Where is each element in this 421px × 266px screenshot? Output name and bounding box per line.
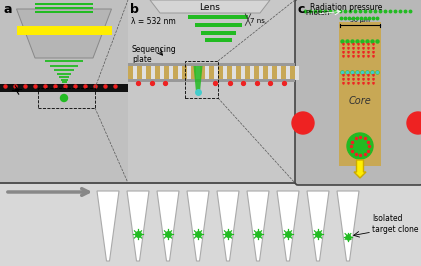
Text: 30 μm: 30 μm	[350, 18, 370, 23]
Text: Photon: Photon	[305, 10, 329, 16]
Text: a: a	[4, 3, 13, 16]
Bar	[209, 66, 214, 80]
Bar	[35, 2, 93, 5]
Text: Core: Core	[349, 96, 371, 106]
Bar	[35, 6, 93, 9]
Bar	[59, 76, 69, 78]
Bar	[205, 66, 209, 80]
Polygon shape	[277, 191, 299, 261]
Bar	[259, 66, 263, 80]
Bar	[187, 66, 191, 80]
Bar	[195, 23, 242, 27]
Bar	[241, 66, 245, 80]
Bar	[200, 66, 205, 80]
Polygon shape	[217, 191, 239, 261]
Bar	[254, 66, 259, 80]
Polygon shape	[194, 66, 203, 92]
Text: Sequencing
plate: Sequencing plate	[132, 45, 177, 64]
Bar	[164, 66, 169, 80]
Bar	[38, 88, 95, 108]
Bar	[61, 81, 67, 83]
Bar	[155, 66, 160, 80]
Bar	[178, 66, 182, 80]
Bar	[160, 66, 164, 80]
Bar	[151, 66, 155, 80]
Text: c: c	[297, 3, 304, 16]
Bar	[128, 63, 295, 66]
Bar	[182, 66, 187, 80]
Polygon shape	[337, 191, 359, 261]
FancyArrow shape	[354, 160, 366, 178]
Text: 7 ns,: 7 ns,	[250, 18, 267, 24]
Circle shape	[61, 94, 67, 102]
Polygon shape	[97, 191, 119, 261]
Polygon shape	[187, 191, 209, 261]
Bar	[245, 66, 250, 80]
Bar	[128, 79, 295, 82]
Bar	[173, 66, 178, 80]
Bar	[214, 66, 218, 80]
Polygon shape	[157, 191, 179, 261]
Bar	[236, 66, 241, 80]
Bar	[281, 66, 286, 80]
Bar	[339, 22, 381, 166]
Bar	[196, 66, 200, 80]
Bar	[218, 66, 223, 80]
Bar	[0, 84, 128, 92]
Bar	[0, 0, 128, 183]
Polygon shape	[150, 0, 270, 13]
Bar	[128, 66, 133, 80]
Bar	[227, 66, 232, 80]
Bar	[290, 66, 295, 80]
Bar	[137, 66, 142, 80]
Bar	[142, 66, 146, 80]
Bar	[200, 31, 235, 35]
Text: λ = 532 nm: λ = 532 nm	[131, 17, 176, 26]
Bar	[263, 66, 268, 80]
Bar	[295, 0, 421, 183]
Polygon shape	[247, 191, 269, 261]
Circle shape	[292, 112, 314, 134]
Bar	[295, 66, 299, 80]
Bar	[133, 66, 137, 80]
Bar	[205, 38, 232, 42]
Bar	[128, 0, 295, 183]
Polygon shape	[307, 191, 329, 261]
Bar	[50, 65, 78, 67]
Bar	[188, 15, 248, 19]
Circle shape	[347, 133, 373, 159]
Bar	[250, 66, 254, 80]
Bar	[268, 66, 272, 80]
Text: Isolated
target clone beads: Isolated target clone beads	[372, 214, 421, 234]
Bar	[169, 66, 173, 80]
FancyBboxPatch shape	[295, 0, 421, 185]
Bar	[232, 66, 236, 80]
Bar	[277, 66, 281, 80]
Bar	[57, 73, 71, 75]
Bar	[185, 61, 218, 98]
Bar	[191, 66, 196, 80]
Bar	[35, 10, 93, 13]
Bar	[61, 79, 67, 81]
Bar	[223, 66, 227, 80]
Polygon shape	[127, 191, 149, 261]
Text: b: b	[130, 3, 139, 16]
Bar	[54, 69, 74, 71]
Bar	[0, 182, 421, 184]
Text: Lens: Lens	[200, 2, 221, 11]
Bar	[45, 60, 83, 62]
Bar	[0, 183, 421, 266]
Polygon shape	[16, 9, 112, 58]
Circle shape	[407, 112, 421, 134]
Bar	[286, 66, 290, 80]
Bar	[16, 26, 112, 35]
Bar	[272, 66, 277, 80]
Text: Radiation pressure: Radiation pressure	[310, 3, 382, 12]
Bar	[146, 66, 151, 80]
